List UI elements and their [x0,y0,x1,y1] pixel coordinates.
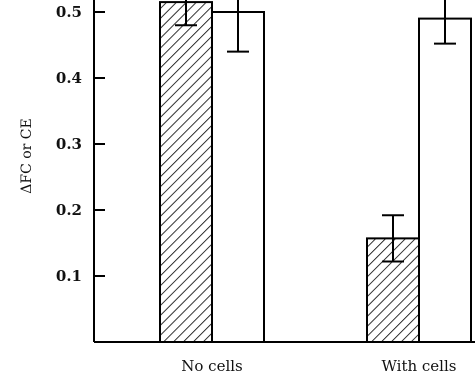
category-label: No cells [181,357,243,375]
y-tick-label: 0.3 [56,135,82,153]
y-tick-label: 0.5 [56,3,82,21]
bar-hatched-1 [159,1,213,343]
y-tick-label: 0.2 [56,201,82,219]
y-tick-label: 0.4 [56,69,82,87]
error-bar [434,0,456,45]
error-bar [175,0,197,27]
error-bars-group [175,0,456,263]
bars-group [159,1,472,344]
error-bar [382,214,404,263]
bar-open-2 [418,17,472,343]
bar-open-1 [211,11,265,343]
y-axis-title: ΔFC or CE [19,118,35,194]
category-label: With cells [382,357,457,375]
error-bar [227,0,249,53]
y-tick-label: 0.1 [56,267,82,285]
